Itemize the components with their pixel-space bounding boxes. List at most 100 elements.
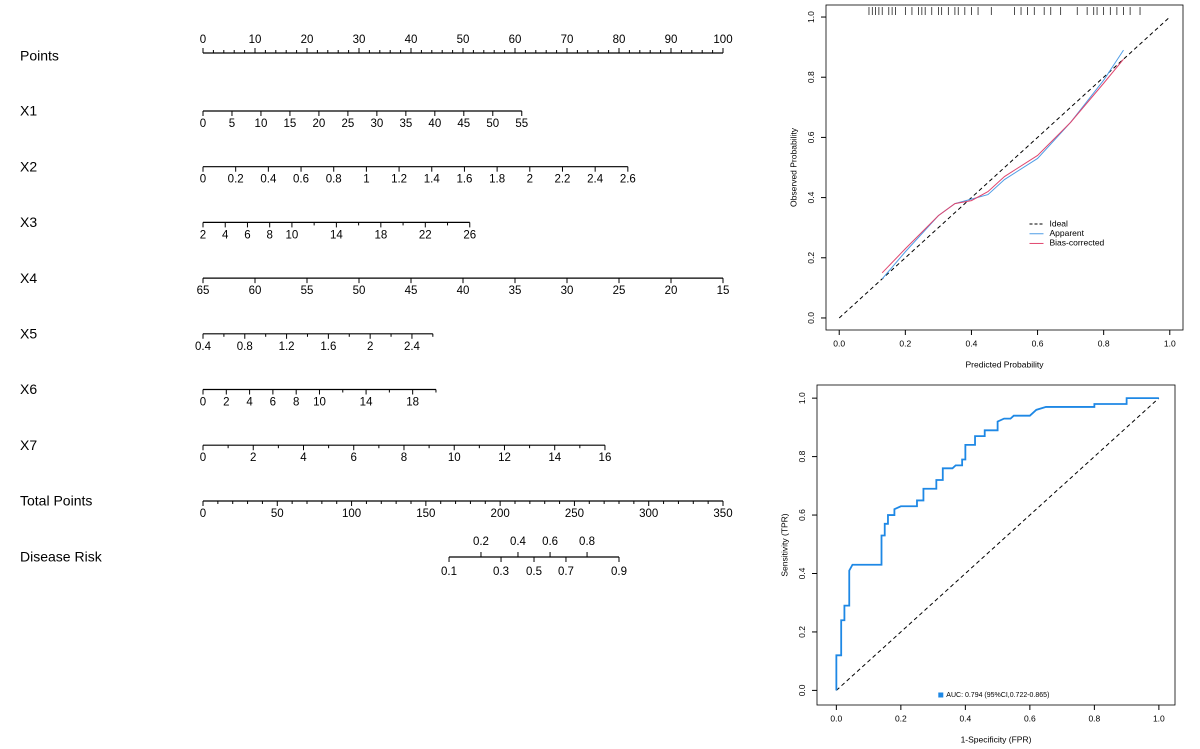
tick-label: 15 <box>717 285 730 297</box>
tick-label: 0.3 <box>493 566 509 578</box>
tick-label: 0.4 <box>510 536 527 548</box>
x-axis-label: 1-Specificity (FPR) <box>961 734 1032 744</box>
tick-label: 26 <box>463 229 476 241</box>
row-label: X3 <box>20 214 37 230</box>
series-line <box>881 49 1124 280</box>
tick-label: 20 <box>301 34 314 46</box>
tick-label: 8 <box>293 397 299 409</box>
legend-swatch <box>938 692 944 698</box>
tick-label: 30 <box>370 118 383 130</box>
tick-label: 45 <box>457 118 470 130</box>
tick-label: 2 <box>200 229 206 241</box>
tick-label: 100 <box>342 508 361 520</box>
tick-label: 16 <box>599 452 612 464</box>
tick-label: 6 <box>244 229 250 241</box>
tick-label: 6 <box>270 397 276 409</box>
y-tick-label: 0.6 <box>797 509 807 521</box>
y-tick-label: 1.0 <box>797 392 807 404</box>
tick-label: 2.4 <box>404 341 421 353</box>
tick-label: 0 <box>200 118 206 130</box>
tick-label: 0.4 <box>195 341 212 353</box>
tick-label: 1.6 <box>456 174 472 186</box>
y-tick-label: 0.2 <box>797 626 807 638</box>
tick-label: 80 <box>613 34 626 46</box>
tick-label: 0.5 <box>526 566 542 578</box>
tick-label: 0 <box>200 34 206 46</box>
tick-label: 0.4 <box>260 174 277 186</box>
series-line <box>881 58 1124 274</box>
tick-label: 30 <box>561 285 574 297</box>
tick-label: 0.7 <box>558 566 574 578</box>
y-tick-label: 0.2 <box>806 252 816 264</box>
y-axis-label: Observed Probability <box>788 127 798 207</box>
tick-label: 200 <box>491 508 510 520</box>
tick-label: 4 <box>222 229 229 241</box>
tick-label: 14 <box>330 229 343 241</box>
tick-label: 0 <box>200 174 206 186</box>
tick-label: 40 <box>428 118 441 130</box>
tick-label: 2.4 <box>587 174 604 186</box>
tick-label: 18 <box>406 397 419 409</box>
tick-label: 2 <box>367 341 373 353</box>
tick-label: 55 <box>301 285 314 297</box>
legend-label: Bias-corrected <box>1049 238 1104 248</box>
series-line <box>838 16 1171 319</box>
tick-label: 5 <box>229 118 235 130</box>
tick-label: 0.6 <box>542 536 558 548</box>
tick-label: 35 <box>399 118 412 130</box>
tick-label: 40 <box>405 34 418 46</box>
tick-label: 25 <box>341 118 354 130</box>
row-label: X2 <box>20 158 37 174</box>
tick-label: 1 <box>363 174 369 186</box>
tick-label: 10 <box>255 118 268 130</box>
tick-label: 4 <box>246 397 253 409</box>
x-tick-label: 0.4 <box>959 713 971 723</box>
row-label: Disease Risk <box>20 549 103 565</box>
tick-label: 2.6 <box>620 174 636 186</box>
tick-label: 90 <box>665 34 678 46</box>
y-tick-label: 0.6 <box>806 131 816 143</box>
row-label: X4 <box>20 270 37 286</box>
y-axis-label: Sensitivity (TPR) <box>779 513 789 576</box>
tick-label: 60 <box>249 285 262 297</box>
tick-label: 8 <box>401 452 407 464</box>
tick-label: 14 <box>360 397 373 409</box>
tick-label: 0 <box>200 397 206 409</box>
legend-label: Ideal <box>1049 218 1068 228</box>
x-tick-label: 0.0 <box>830 713 842 723</box>
tick-label: 250 <box>565 508 584 520</box>
legend-label: AUC: 0.794 (95%CI,0.722-0.865) <box>946 692 1049 699</box>
tick-label: 4 <box>300 452 307 464</box>
tick-label: 350 <box>713 508 732 520</box>
tick-label: 0.1 <box>441 566 457 578</box>
tick-label: 50 <box>486 118 499 130</box>
tick-label: 300 <box>639 508 658 520</box>
legend-label: Apparent <box>1049 228 1084 238</box>
plot-frame <box>825 4 1184 331</box>
tick-label: 20 <box>313 118 326 130</box>
tick-label: 1.2 <box>391 174 407 186</box>
tick-label: 2.2 <box>554 174 570 186</box>
x-tick-label: 0.8 <box>1088 713 1100 723</box>
tick-label: 1.4 <box>424 174 441 186</box>
row-label: Points <box>20 48 59 64</box>
tick-label: 20 <box>665 285 678 297</box>
x-tick-label: 0.4 <box>966 338 978 348</box>
tick-label: 0.2 <box>473 536 489 548</box>
row-label: X6 <box>20 381 37 397</box>
tick-label: 22 <box>419 229 432 241</box>
y-tick-label: 1.0 <box>806 11 816 23</box>
x-tick-label: 0.6 <box>1032 338 1044 348</box>
tick-label: 1.8 <box>489 174 505 186</box>
tick-label: 10 <box>286 229 299 241</box>
tick-label: 55 <box>515 118 528 130</box>
tick-label: 2 <box>223 397 229 409</box>
tick-label: 70 <box>561 34 574 46</box>
tick-label: 50 <box>353 285 366 297</box>
y-tick-label: 0.4 <box>797 567 807 579</box>
tick-label: 18 <box>374 229 387 241</box>
tick-label: 45 <box>405 285 418 297</box>
row-label: X7 <box>20 437 37 453</box>
y-tick-label: 0.0 <box>797 684 807 696</box>
